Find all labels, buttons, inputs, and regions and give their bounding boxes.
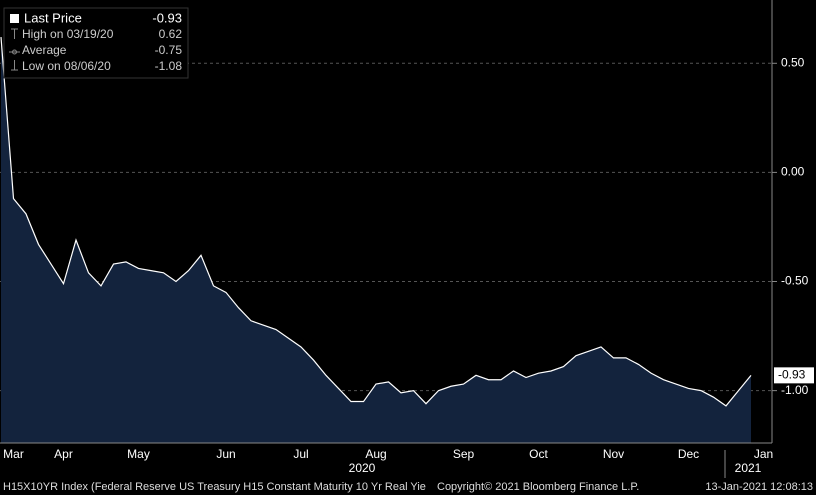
x-tick-label: Oct: [529, 447, 548, 461]
x-tick-label: May: [127, 447, 150, 461]
legend-icon: [11, 60, 18, 71]
legend-label: Low on 08/06/20: [22, 59, 111, 73]
footer-timestamp: 13-Jan-2021 12:08:13: [705, 481, 813, 493]
x-tick-label: Jul: [293, 447, 308, 461]
y-tick-label: -0.50: [781, 274, 809, 288]
last-value-tag: [774, 367, 814, 384]
footer-title: H15X10YR Index (Federal Reserve US Treas…: [3, 481, 426, 493]
legend-value: -0.93: [152, 10, 182, 25]
year-label: 2020: [349, 461, 376, 475]
legend-label: Average: [22, 43, 67, 57]
legend-swatch: [10, 14, 19, 23]
x-tick-label: Jun: [216, 447, 235, 461]
y-tick-label: 0.00: [781, 165, 805, 179]
x-tick-label: Apr: [54, 447, 73, 461]
footer-copyright: Copyright© 2021 Bloomberg Finance L.P.: [437, 481, 639, 493]
area: [1, 37, 751, 444]
legend-box: [3, 7, 189, 79]
y-tick-label: 0.50: [781, 55, 805, 69]
x-tick-label: Dec: [678, 447, 699, 461]
legend-value: -0.75: [155, 43, 183, 57]
legend-icon: [9, 49, 20, 55]
legend-value: 0.62: [159, 27, 183, 41]
x-tick-label: Aug: [365, 447, 386, 461]
x-tick-label: Sep: [453, 447, 475, 461]
line: [0, 37, 752, 407]
year-label: 2021: [735, 461, 762, 475]
x-tick-label: Jan: [754, 447, 773, 461]
x-tick-label: Nov: [603, 447, 624, 461]
x-tick-label: Mar: [3, 447, 24, 461]
legend-label: Last Price: [24, 10, 82, 25]
legend-value: -1.08: [155, 59, 183, 73]
last-value-label: -0.93: [778, 368, 806, 382]
legend-icon: [11, 28, 18, 39]
y-tick-label: -1.00: [781, 383, 809, 397]
legend-label: High on 03/19/20: [22, 27, 114, 41]
legend: Last Price -0.93 High on 03/19/20 0.62 Avera…: [22, 10, 182, 73]
